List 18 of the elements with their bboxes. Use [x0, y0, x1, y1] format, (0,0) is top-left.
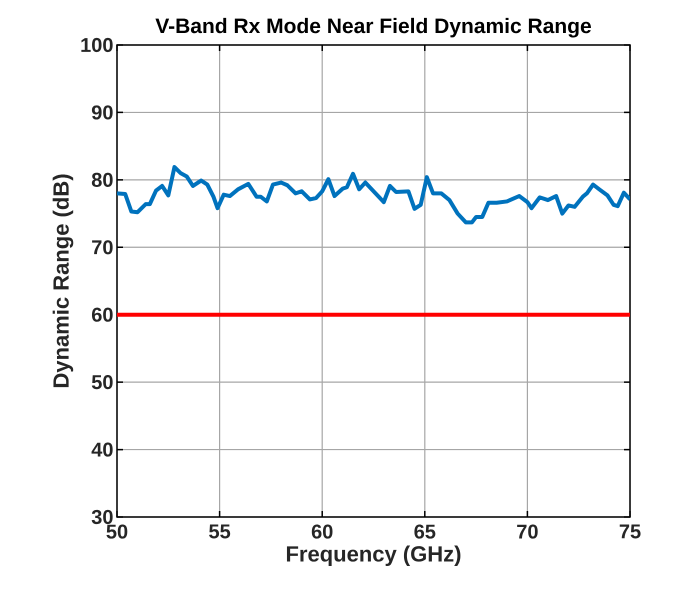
- x-tick-label: 55: [209, 524, 230, 538]
- x-tick-label: 65: [414, 524, 436, 539]
- chart-title: V-Band Rx Mode Near Field Dynamic Range: [155, 18, 591, 38]
- y-tick-label: 60: [92, 308, 113, 322]
- line-series: [117, 165, 630, 224]
- y-tick-label: 100: [81, 38, 113, 52]
- y-axis-title: Dynamic Range (dB): [52, 174, 74, 388]
- y-tick-label: 70: [92, 240, 113, 254]
- x-tick-label: 70: [517, 524, 538, 539]
- y-tick-label: 40: [92, 442, 113, 457]
- x-tick-label: 50: [106, 524, 128, 539]
- x-tick-label: 60: [312, 524, 332, 539]
- y-tick-label: 50: [92, 375, 113, 390]
- x-tick-label: 75: [620, 524, 641, 538]
- y-tick-label: 30: [92, 510, 113, 524]
- y-tick-label: 90: [92, 105, 113, 120]
- x-axis-title: Frequency (GHz): [286, 546, 460, 566]
- y-tick-label: 80: [92, 172, 113, 187]
